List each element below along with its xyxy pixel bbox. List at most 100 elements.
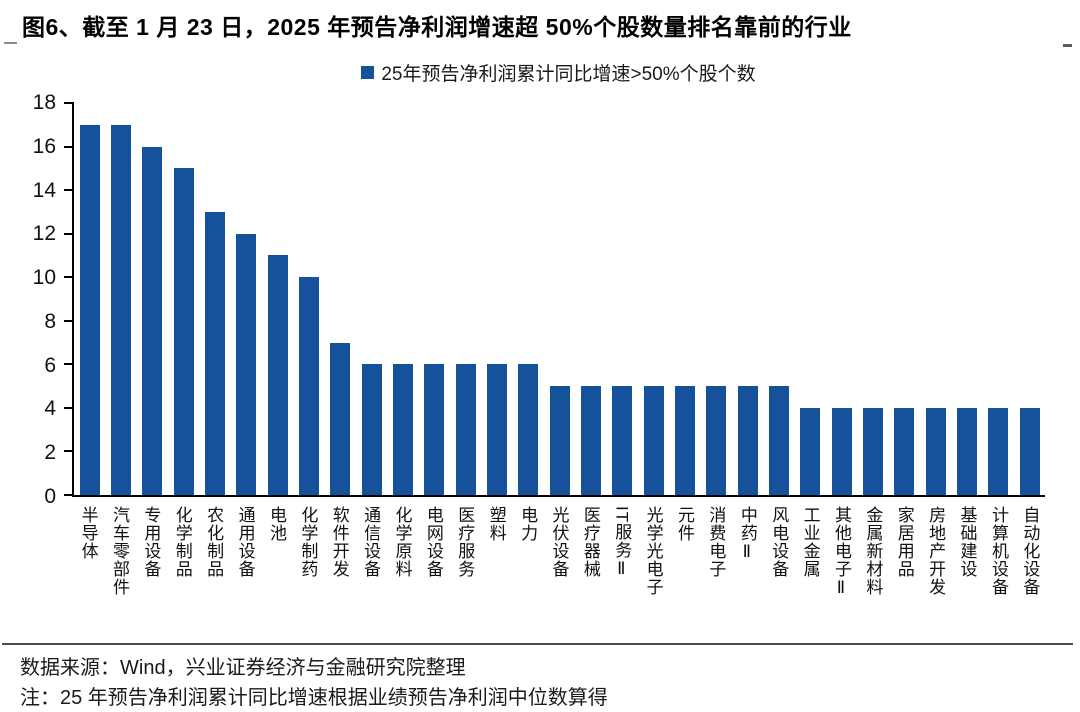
y-axis-tick-label: 12 [32,222,56,246]
bar [455,364,476,495]
y-axis-tick-label: 2 [44,441,56,465]
y-axis-tick-mark [64,189,74,192]
bar-column [513,103,544,495]
y-axis-tick-label: 14 [32,178,56,202]
bar-column [105,103,136,495]
x-axis-label-cell: 汽车零部件 [103,506,134,638]
x-axis-category-label: 家居用品 [894,506,914,578]
x-axis-category-label: 元件 [675,506,695,542]
bar-column [262,103,293,495]
bar [768,386,789,495]
border-artifact-dash-left [4,42,17,44]
bar-column [544,103,575,495]
bar-column [607,103,638,495]
bar [643,386,664,495]
x-axis-label-cell: 其他电子Ⅱ [825,506,856,638]
bar-column [199,103,230,495]
bar-column [168,103,199,495]
bar-column [450,103,481,495]
x-axis-label-cell: 光伏设备 [543,506,574,638]
bar-column [920,103,951,495]
x-axis-label-cell: 中药Ⅱ [731,506,762,638]
x-axis-label-cell: 化学原料 [386,506,417,638]
bar-column [419,103,450,495]
y-axis-tick-mark [64,494,74,496]
footnote: 注：25 年预告净利润累计同比增速根据业绩预告净利润中位数算得 [20,687,608,709]
x-axis-category-label: 半导体 [78,506,98,560]
bar-column [638,103,669,495]
y-axis-tick-mark [64,232,74,235]
bar [925,407,946,495]
x-axis-label-cell: 医疗器械 [574,506,605,638]
bar-column [826,103,857,495]
bar [392,364,413,495]
bar [862,407,883,495]
x-axis-label-cell: 医疗服务 [449,506,480,638]
x-axis-label-cell: 软件开发 [323,506,354,638]
y-axis-tick-label: 18 [32,91,56,115]
y-axis-tick-label: 8 [44,309,56,333]
x-axis-category-label: 塑料 [486,506,506,542]
bar [204,211,225,495]
bar [518,364,539,495]
x-axis-label-cell: 消费电子 [700,506,731,638]
bar-column [137,103,168,495]
bar-column [1014,103,1045,495]
x-axis-category-label: IT服务Ⅱ [612,506,632,581]
x-axis-category-label: 光学光电子 [643,506,663,596]
y-axis-tick-label: 16 [32,134,56,158]
legend: 25年预告净利润累计同比增速>50%个股个数 [72,59,1045,86]
x-axis-category-label: 通用设备 [235,506,255,578]
y-axis-labels: 0 2 4 6 8 10 12 14 16 18 [0,92,56,507]
bar [800,407,821,495]
x-axis-label-cell: 工业金属 [794,506,825,638]
bar [142,146,163,495]
bar-column [857,103,888,495]
x-axis-category-label: 电池 [266,506,286,542]
y-axis-tick-label: 10 [32,266,56,290]
plot-area [64,102,1045,497]
x-axis-category-label: 软件开发 [329,506,349,578]
x-axis-label-cell: 光学光电子 [637,506,668,638]
bar [424,364,445,495]
y-axis-tick-mark [64,363,74,366]
bar-column [481,103,512,495]
x-axis-label-cell: 化学制药 [292,506,323,638]
bar-column [669,103,700,495]
x-axis-label-cell: 计算机设备 [982,506,1013,638]
x-axis-category-label: 工业金属 [800,506,820,578]
bar-column [293,103,324,495]
bar [674,386,695,495]
x-axis-category-label: 汽车零部件 [110,506,129,596]
figure-title: 图6、截至 1 月 23 日，2025 年预告净利润增速超 50%个股数量排名靠… [22,14,852,40]
bar [173,168,194,495]
x-axis-category-label: 房地产开发 [926,506,946,596]
bar [486,364,507,495]
bar [79,124,100,495]
bar-column [701,103,732,495]
x-axis-category-label: 光伏设备 [549,506,569,578]
x-axis-category-label: 金属新材料 [863,506,883,596]
x-axis-label-cell: 金属新材料 [857,506,888,638]
x-axis-category-label: 医疗服务 [455,506,475,578]
x-axis-label-cell: 元件 [668,506,699,638]
bar-column [356,103,387,495]
bar-column [795,103,826,495]
bar [988,407,1009,495]
x-axis-label-cell: IT服务Ⅱ [606,506,637,638]
bar-column [575,103,606,495]
bar-column [889,103,920,495]
data-source: 数据来源：Wind，兴业证券经济与金融研究院整理 [20,657,466,679]
x-axis-category-label: 电力 [518,506,538,542]
x-axis-label-cell: 房地产开发 [920,506,951,638]
y-axis-tick-mark [64,319,74,322]
x-axis-category-label: 专用设备 [141,506,161,578]
x-axis-category-label: 医疗器械 [580,506,600,578]
x-axis-label-cell: 电网设备 [417,506,448,638]
x-axis-category-label: 消费电子 [706,506,726,578]
bar [549,386,570,495]
x-axis-label-cell: 化学制品 [166,506,197,638]
x-axis-label-cell: 专用设备 [135,506,166,638]
bar-column [763,103,794,495]
